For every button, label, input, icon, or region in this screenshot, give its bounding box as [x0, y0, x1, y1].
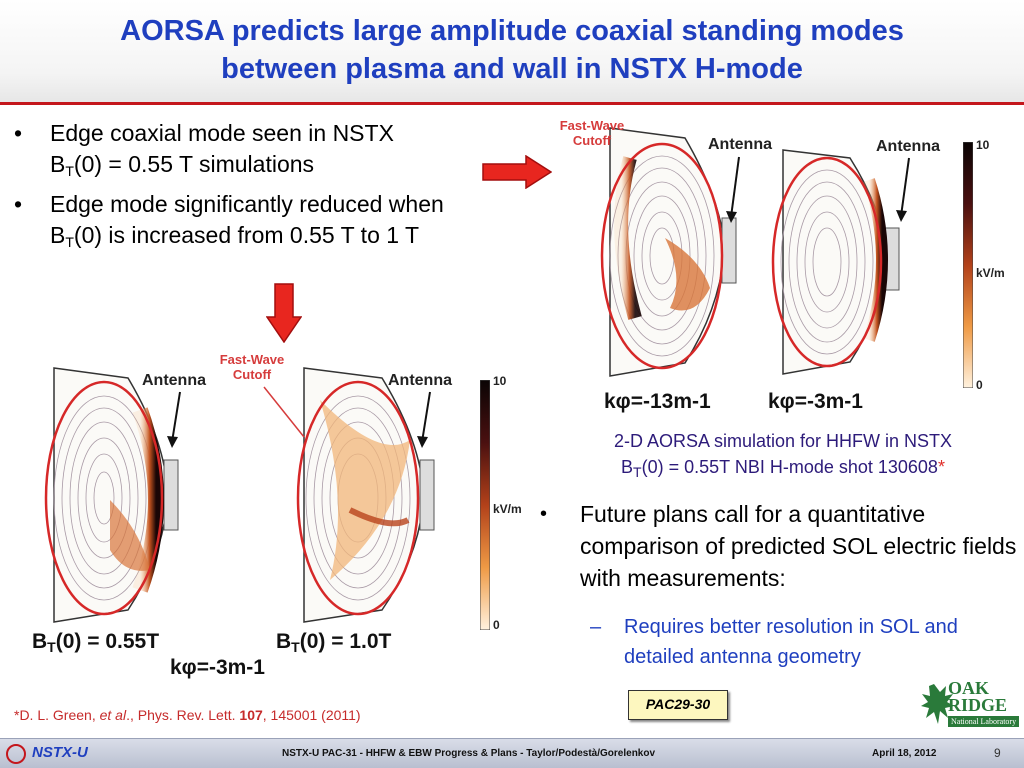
colorbar-max: 10	[493, 374, 507, 388]
bullet-list: • Edge coaxial mode seen in NSTX BT(0) =…	[14, 118, 554, 260]
k-phi-label-bottom: kφ=-3m-1	[170, 656, 265, 679]
pointer-arrow-icon	[896, 157, 910, 222]
antenna-label: Antenna	[708, 136, 772, 153]
title-band	[0, 0, 1024, 104]
colorbar-bottom	[480, 380, 490, 630]
antenna-label: Antenna	[388, 372, 452, 389]
k-phi-label-right: kφ=-3m-1	[768, 390, 863, 413]
ornl-logo-text: OAK RIDGE	[948, 678, 1008, 715]
right-arrow-icon	[482, 155, 552, 189]
b-field-label-left: BT(0) = 0.55T	[32, 630, 160, 655]
pointer-arrow-icon	[417, 391, 431, 448]
bullet-line: Edge mode significantly reduced when	[50, 191, 444, 217]
bullet-glyph: •	[14, 191, 23, 217]
bullet-line: BT(0) = 0.55 T simulations	[50, 151, 315, 179]
footer-logo-text: NSTX-U	[32, 744, 88, 761]
bullet-glyph: •	[540, 503, 548, 525]
nstx-logo-icon	[6, 744, 26, 764]
slide-title-line2: between plasma and wall in NSTX H-mode	[221, 53, 803, 85]
future-plans-bullet: • Future plans call for a quantitative c…	[540, 498, 1020, 594]
bullet-line: Edge coaxial mode seen in NSTX	[50, 120, 394, 146]
slide-title: AORSA predicts large amplitude coaxial s…	[20, 12, 1004, 88]
b-field-label-right: BT(0) = 1.0T	[276, 630, 392, 655]
title-divider	[0, 102, 1024, 105]
field-plot-top-left	[600, 127, 737, 377]
down-arrow-icon	[266, 283, 302, 343]
slide-footer: NSTX-U NSTX-U PAC-31 - HHFW & EBW Progre…	[0, 738, 1024, 768]
fast-wave-cutoff-label: Fast-Wave Cutoff	[559, 118, 625, 148]
pointer-arrow-icon	[726, 156, 740, 223]
field-plot-bottom-right	[296, 367, 435, 623]
bullet-line: BT(0) is increased from 0.55 T to 1 T	[50, 222, 420, 250]
future-plans-subbullet: – Requires better resolution in SOL and …	[590, 616, 958, 668]
figure-caption: 2-D AORSA simulation for HHFW in NSTX BT…	[613, 431, 953, 480]
colorbar-min: 0	[493, 618, 500, 632]
antenna-label: Antenna	[142, 372, 206, 389]
footer-title: NSTX-U PAC-31 - HHFW & EBW Progress & Pl…	[282, 748, 656, 759]
slide-title-line1: AORSA predicts large amplitude coaxial s…	[120, 15, 904, 47]
bullet-item: • Edge mode significantly reduced when B…	[14, 189, 554, 251]
field-plot-top-right	[771, 149, 900, 375]
bullet-item: • Edge coaxial mode seen in NSTX BT(0) =…	[14, 118, 554, 180]
page-number: 9	[994, 746, 1001, 760]
pac-badge: PAC29-30	[628, 690, 728, 720]
reference-citation: *D. L. Green, et al., Phys. Rev. Lett. 1…	[14, 707, 361, 723]
bullet-glyph: •	[14, 120, 23, 146]
fast-wave-cutoff-label: Fast-Wave Cutoff	[219, 352, 285, 382]
oak-leaf-icon	[921, 684, 954, 724]
pointer-arrow-icon	[167, 391, 181, 448]
antenna-label: Antenna	[876, 138, 940, 155]
colorbar-min: 0	[976, 378, 983, 392]
cutoff-pointer-icon	[263, 386, 305, 438]
ornl-logo-subtitle: National Laboratory	[948, 716, 1020, 727]
field-plot-bottom-left	[44, 367, 179, 623]
colorbar-max: 10	[976, 138, 990, 152]
k-phi-label-left: kφ=-13m-1	[604, 390, 711, 413]
colorbar-top	[963, 142, 973, 388]
colorbar-unit: kV/m	[493, 502, 522, 516]
footer-date: April 18, 2012	[872, 748, 937, 759]
colorbar-unit: kV/m	[976, 266, 1005, 280]
